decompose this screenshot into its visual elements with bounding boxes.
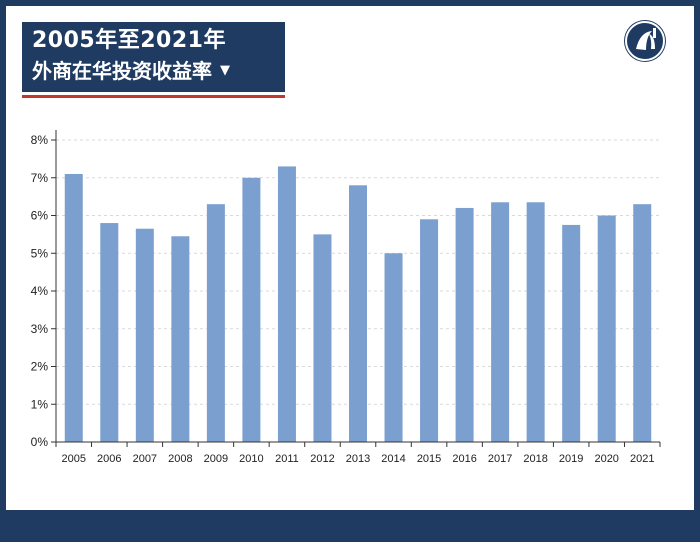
x-axis-ticks: 2005 2006 2007 2008 2009 2010 2011 2012 2013 2014… bbox=[55, 442, 661, 465]
bar-2007 bbox=[135, 228, 154, 442]
y-tick-label: 4% bbox=[31, 284, 49, 298]
x-tick-label: 2005 bbox=[62, 453, 86, 465]
bar-2005 bbox=[64, 173, 83, 442]
frame-right-border bbox=[694, 0, 700, 542]
bar-2008 bbox=[171, 236, 190, 442]
bar-2018 bbox=[526, 202, 545, 442]
footer-band bbox=[0, 510, 700, 542]
bar-2021 bbox=[633, 204, 652, 442]
x-tick-label: 2016 bbox=[452, 453, 476, 465]
bar-2014 bbox=[384, 253, 403, 442]
chart-title-years: 2005年至2021年 bbox=[32, 28, 226, 53]
x-tick-label: 2009 bbox=[204, 453, 228, 465]
x-tick-label: 2019 bbox=[559, 453, 583, 465]
bar-2015 bbox=[420, 219, 439, 442]
y-tick-label: 6% bbox=[31, 209, 49, 223]
bar-2010 bbox=[242, 177, 261, 442]
x-tick-label: 2011 bbox=[275, 453, 299, 465]
brand-logo-icon bbox=[624, 20, 666, 62]
x-tick-label: 2020 bbox=[594, 453, 618, 465]
frame-left-border bbox=[0, 0, 6, 542]
x-tick-label: 2021 bbox=[630, 453, 654, 465]
x-tick-label: 2014 bbox=[381, 453, 405, 465]
x-tick-label: 2008 bbox=[168, 453, 192, 465]
title-box: 2005年至2021年 外商在华投资收益率 ▼ bbox=[22, 22, 285, 92]
frame-top-border bbox=[0, 0, 700, 6]
bar-2012 bbox=[313, 234, 332, 442]
y-tick-label: 2% bbox=[31, 360, 49, 374]
bar-2011 bbox=[277, 166, 296, 443]
y-tick-label: 0% bbox=[31, 435, 49, 449]
caret-down-icon: ▼ bbox=[220, 63, 230, 78]
x-tick-label: 2017 bbox=[488, 453, 512, 465]
chart-title-text: 外商在华投资收益率 bbox=[32, 59, 212, 83]
bar-2020 bbox=[597, 215, 616, 442]
y-tick-label: 8% bbox=[31, 133, 49, 147]
x-tick-label: 2018 bbox=[523, 453, 547, 465]
title-underline bbox=[22, 95, 285, 98]
x-tick-label: 2015 bbox=[417, 453, 441, 465]
bar-2017 bbox=[491, 202, 510, 442]
y-tick-label: 5% bbox=[31, 246, 49, 260]
bar-2013 bbox=[349, 185, 367, 443]
bar-2016 bbox=[455, 207, 474, 442]
x-tick-label: 2012 bbox=[310, 453, 334, 465]
bar-2006 bbox=[100, 223, 119, 442]
y-tick-label: 3% bbox=[31, 322, 49, 336]
x-tick-label: 2010 bbox=[239, 453, 263, 465]
bars bbox=[64, 166, 652, 443]
y-tick-label: 7% bbox=[31, 171, 49, 185]
y-tick-label: 1% bbox=[31, 397, 49, 411]
y-axis-ticks: 0% 1% 2% 3% 4% 5% 6% 7% 8% bbox=[31, 133, 56, 449]
x-tick-label: 2006 bbox=[97, 453, 121, 465]
x-tick-label: 2013 bbox=[346, 453, 370, 465]
chart-title-subject: 外商在华投资收益率 ▼ bbox=[32, 56, 275, 86]
x-tick-label: 2007 bbox=[133, 453, 157, 465]
bar-2009 bbox=[206, 204, 225, 442]
bar-2019 bbox=[562, 224, 581, 442]
